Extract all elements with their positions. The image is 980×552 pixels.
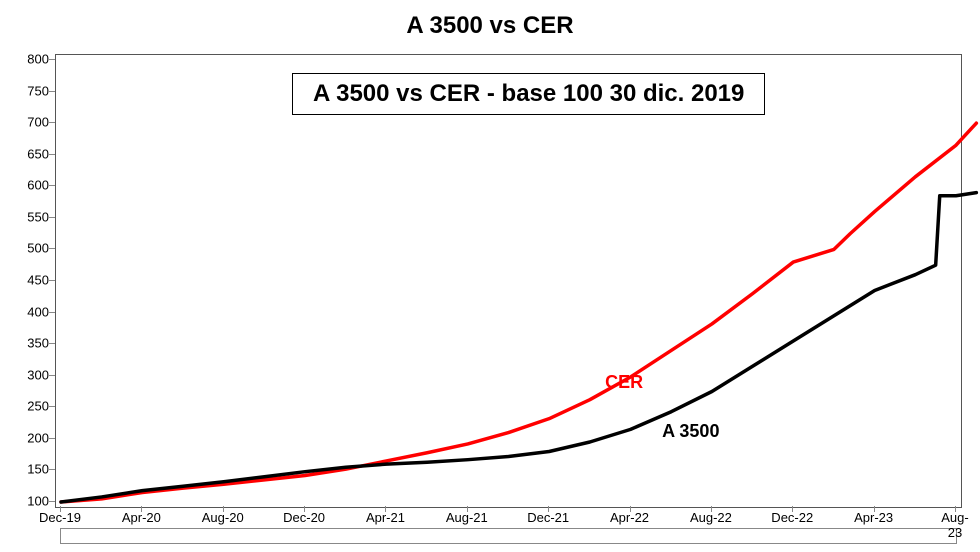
y-tick-mark: [49, 91, 55, 92]
y-tick-mark: [49, 469, 55, 470]
y-tick-label: 500: [11, 241, 49, 256]
y-tick-mark: [49, 154, 55, 155]
y-tick-label: 300: [11, 367, 49, 382]
x-tick-label: Aug-21: [446, 510, 488, 525]
x-tick-mark: [874, 506, 875, 512]
x-tick-label: Apr-21: [366, 510, 405, 525]
y-tick-label: 650: [11, 146, 49, 161]
x-tick-mark: [304, 506, 305, 512]
y-tick-mark: [49, 122, 55, 123]
y-tick-label: 250: [11, 399, 49, 414]
y-tick-mark: [49, 312, 55, 313]
x-tick-label: Dec-22: [771, 510, 813, 525]
chart-title: A 3500 vs CER: [0, 12, 980, 40]
x-tick-label: Aug-20: [202, 510, 244, 525]
x-tick-mark: [792, 506, 793, 512]
plot-area: A 3500 vs CER - base 100 30 dic. 2019: [55, 54, 962, 508]
x-tick-label: Dec-21: [527, 510, 569, 525]
x-tick-mark: [141, 506, 142, 512]
x-tick-mark: [467, 506, 468, 512]
y-tick-mark: [49, 280, 55, 281]
y-tick-mark: [49, 501, 55, 502]
y-tick-label: 200: [11, 430, 49, 445]
y-tick-mark: [49, 248, 55, 249]
x-tick-mark: [955, 506, 956, 512]
x-tick-label: Aug-22: [690, 510, 732, 525]
y-tick-mark: [49, 438, 55, 439]
secondary-x-axis-box: [60, 528, 957, 544]
y-tick-label: 700: [11, 115, 49, 130]
x-tick-mark: [630, 506, 631, 512]
y-tick-label: 450: [11, 273, 49, 288]
x-tick-label: Apr-20: [122, 510, 161, 525]
x-tick-mark: [60, 506, 61, 512]
x-tick-label: Aug-23: [941, 510, 968, 540]
y-tick-mark: [49, 59, 55, 60]
series-a-3500: [61, 193, 976, 502]
y-tick-label: 800: [11, 52, 49, 67]
inner-legend-title: A 3500 vs CER - base 100 30 dic. 2019: [292, 73, 765, 115]
x-tick-mark: [711, 506, 712, 512]
series-label-cer: CER: [605, 372, 643, 393]
y-tick-label: 350: [11, 336, 49, 351]
y-tick-label: 550: [11, 209, 49, 224]
y-tick-mark: [49, 217, 55, 218]
y-tick-label: 100: [11, 494, 49, 509]
y-tick-mark: [49, 375, 55, 376]
x-tick-label: Dec-20: [283, 510, 325, 525]
x-tick-mark: [385, 506, 386, 512]
x-tick-label: Apr-23: [854, 510, 893, 525]
y-tick-label: 400: [11, 304, 49, 319]
y-tick-label: 150: [11, 462, 49, 477]
y-tick-mark: [49, 343, 55, 344]
x-tick-label: Apr-22: [610, 510, 649, 525]
y-tick-label: 750: [11, 83, 49, 98]
x-tick-mark: [548, 506, 549, 512]
y-tick-label: 600: [11, 178, 49, 193]
series-label-a-3500: A 3500: [662, 421, 719, 442]
chart-lines: [56, 55, 961, 507]
x-tick-mark: [223, 506, 224, 512]
y-tick-mark: [49, 406, 55, 407]
y-tick-mark: [49, 185, 55, 186]
x-tick-label: Dec-19: [39, 510, 81, 525]
